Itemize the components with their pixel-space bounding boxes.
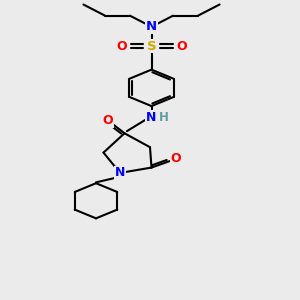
- Text: O: O: [176, 40, 187, 52]
- Text: N: N: [115, 167, 125, 179]
- Text: N: N: [146, 20, 157, 33]
- Text: O: O: [116, 40, 127, 52]
- Text: S: S: [147, 40, 156, 52]
- Text: O: O: [103, 114, 113, 127]
- Text: O: O: [171, 152, 182, 166]
- Text: H: H: [159, 111, 169, 124]
- Text: N: N: [146, 111, 157, 124]
